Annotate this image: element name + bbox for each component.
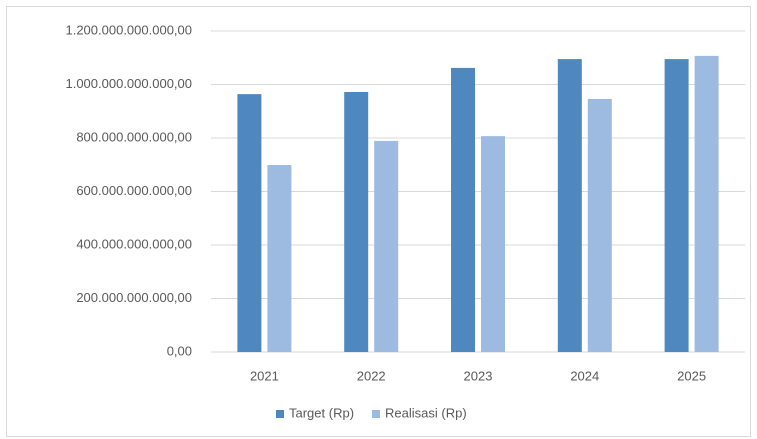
bar bbox=[481, 136, 505, 352]
y-tick-label: 1.000.000.000.000,00 bbox=[65, 76, 192, 91]
x-tick-label: 2025 bbox=[677, 368, 706, 383]
bar bbox=[664, 59, 689, 353]
x-tick-label: 2021 bbox=[250, 368, 279, 383]
bar bbox=[267, 165, 292, 352]
legend-label: Realisasi (Rp) bbox=[385, 405, 467, 420]
y-tick-label: 800.000.000.000,00 bbox=[76, 129, 192, 144]
legend-swatch bbox=[276, 410, 284, 418]
legend-swatch bbox=[372, 410, 381, 418]
x-tick-label: 2022 bbox=[357, 368, 386, 383]
bar bbox=[374, 140, 399, 352]
x-tick-label: 2023 bbox=[464, 368, 493, 383]
x-tick-label: 2024 bbox=[570, 368, 599, 383]
y-tick-label: 1.200.000.000.000,00 bbox=[65, 22, 192, 37]
legend-label: Target (Rp) bbox=[289, 405, 354, 420]
y-tick-label: 0,00 bbox=[167, 343, 192, 358]
bar bbox=[557, 59, 582, 353]
y-tick-label: 200.000.000.000,00 bbox=[76, 290, 192, 305]
y-tick-label: 600.000.000.000,00 bbox=[76, 183, 192, 198]
bar bbox=[344, 91, 369, 353]
bar bbox=[451, 67, 475, 352]
bar bbox=[237, 94, 262, 352]
bar bbox=[694, 55, 719, 352]
y-tick-label: 400.000.000.000,00 bbox=[76, 236, 192, 251]
bar bbox=[587, 98, 612, 352]
